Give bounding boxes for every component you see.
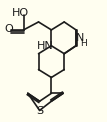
Text: S: S — [36, 106, 43, 116]
Text: HN: HN — [37, 41, 53, 51]
Text: HO: HO — [12, 8, 29, 18]
Text: N: N — [75, 33, 84, 43]
Text: H: H — [80, 39, 86, 48]
Text: O: O — [4, 24, 13, 34]
